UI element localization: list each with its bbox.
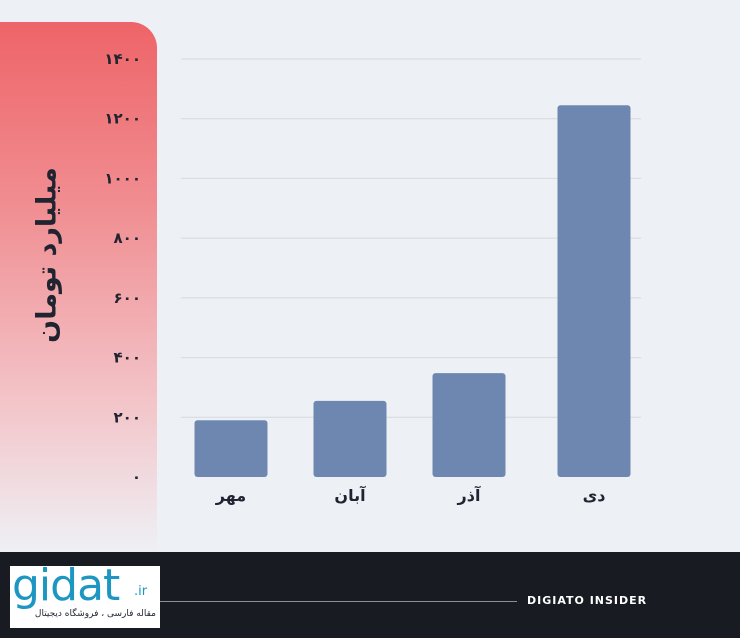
y-tick-label: ۱۰۰۰ [104,169,141,187]
x-category-label: مهر [215,486,246,505]
bar-chart: ۰ ۲۰۰ ۴۰۰ ۶۰۰ ۸۰۰ ۱۰۰۰ ۱۲۰۰ ۱۴۰۰ مهر آبان آذر دی [104,50,641,505]
bar [194,420,268,477]
x-category-labels: مهر آبان آذر دی [215,485,606,505]
logo-text: gidat [12,560,120,611]
y-tick-label: ۴۰۰ [114,349,141,367]
y-tick-labels: ۰ ۲۰۰ ۴۰۰ ۶۰۰ ۸۰۰ ۱۰۰۰ ۱۲۰۰ ۱۴۰۰ [104,50,141,486]
footer: gidat .ir مقاله فارسی ، فروشگاه دیجیتال … [0,552,740,638]
bar [313,400,387,477]
y-tick-label: ۸۰۰ [114,229,141,247]
gidat-logo[interactable]: gidat .ir مقاله فارسی ، فروشگاه دیجیتال [10,560,160,628]
y-tick-label: ۱۴۰۰ [104,50,141,68]
x-category-label: آذر [457,485,481,505]
logo-tagline: مقاله فارسی ، فروشگاه دیجیتال [34,609,156,619]
x-category-label: دی [583,486,606,505]
y-tick-label: ۲۰۰ [114,408,141,426]
y-tick-label: ۶۰۰ [114,289,141,307]
footer-brand: DIGIATO INSIDER [527,594,648,607]
footer-divider [160,601,517,602]
y-axis-title-panel [0,22,157,552]
logo-tld: .ir [134,584,148,599]
bar [557,105,631,478]
bar [432,373,506,477]
y-tick-label: ۱۲۰۰ [104,110,141,128]
y-tick-label: ۰ [132,468,141,486]
x-category-label: آبان [334,485,366,505]
bars [194,105,631,478]
